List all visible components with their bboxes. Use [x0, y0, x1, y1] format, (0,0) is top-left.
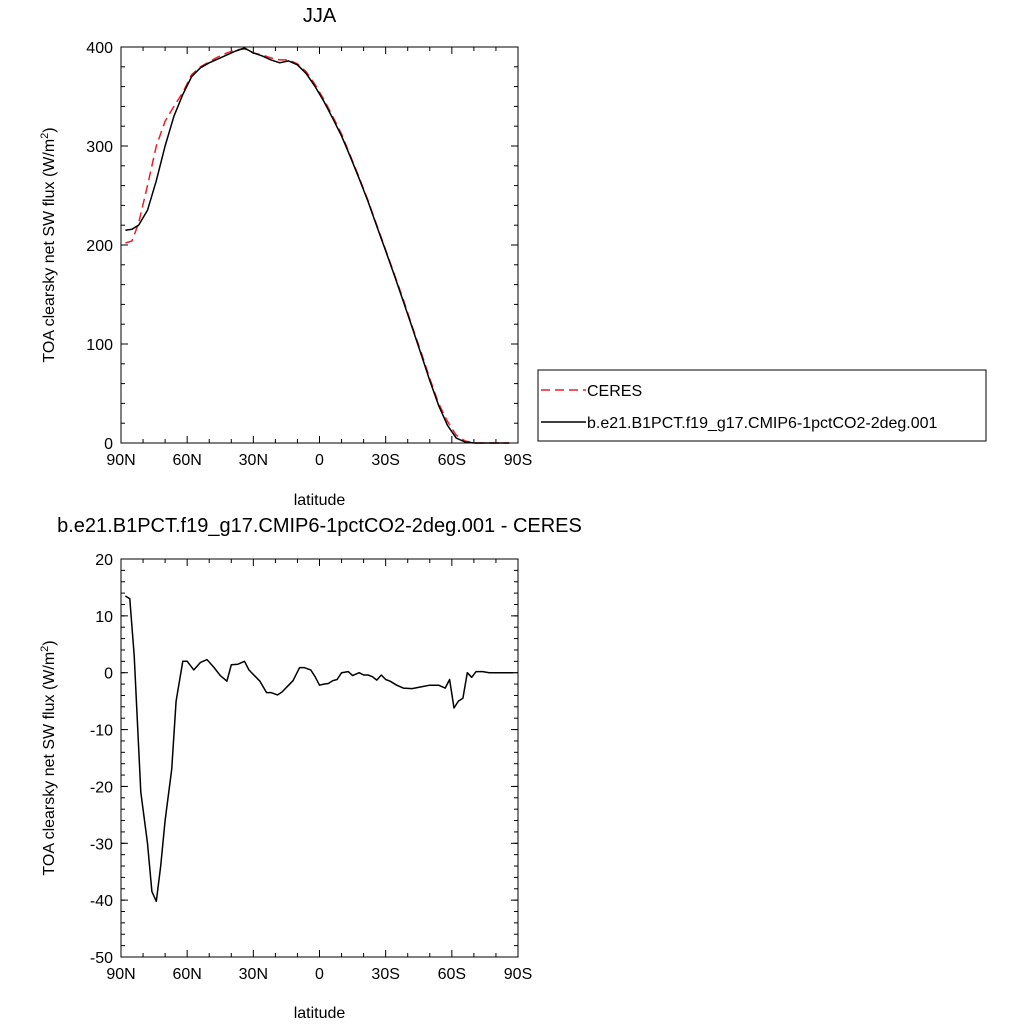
- y-axis-label-superscript: 2: [39, 646, 51, 652]
- x-tick-label: 90S: [504, 966, 532, 983]
- y-tick-label: -50: [90, 950, 113, 967]
- y-tick-label: 300: [86, 139, 113, 156]
- x-tick-label: 60N: [172, 452, 201, 469]
- x-tick-label: 60N: [172, 966, 201, 983]
- y-tick-label: 100: [86, 337, 113, 354]
- x-tick-label: 30N: [239, 966, 268, 983]
- legend-box: [537, 369, 987, 442]
- y-tick-label: 0: [104, 666, 113, 683]
- y-tick-label: 200: [86, 238, 113, 255]
- series-line-ceres: [125, 48, 510, 444]
- y-axis-label-text: TOA clearsky net SW flux (W/m: [41, 652, 58, 876]
- x-tick-label: 90S: [504, 452, 532, 469]
- y-tick-label: -20: [90, 779, 113, 796]
- legend-label: CERES: [587, 383, 642, 400]
- chart-title: b.e21.B1PCT.f19_g17.CMIP6-1pctCO2-2deg.0…: [57, 515, 582, 537]
- y-axis-label: TOA clearsky net SW flux (W/m2): [39, 127, 58, 362]
- y-tick-label: 10: [95, 609, 113, 626]
- plot-frame: [120, 46, 519, 444]
- x-tick-label: 30S: [371, 966, 399, 983]
- series-line-b-e21-b1pct-f19-g17-cmip6-1pct: [125, 47, 510, 444]
- y-axis-label-text: TOA clearsky net SW flux (W/m: [41, 139, 58, 363]
- x-axis-label: latitude: [294, 492, 346, 509]
- legend-label: b.e21.B1PCT.f19_g17.CMIP6-1pctCO2-2deg.0…: [587, 415, 938, 432]
- series-line-difference: [124, 595, 514, 903]
- x-tick-label: 0: [315, 452, 324, 469]
- legend: CERES b.e21.B1PCT.f19_g17.CMIP6-1pctCO2-2…: [537, 369, 987, 442]
- y-tick-label: -10: [90, 723, 113, 740]
- x-tick-label: 60S: [438, 966, 466, 983]
- y-tick-label: 20: [95, 552, 113, 569]
- x-tick-label: 0: [315, 966, 324, 983]
- x-tick-label: 30S: [371, 452, 399, 469]
- top-panel: JJA 90N 60N 30N 0 30S 60S 90S 0 100 200 300 400 latit…: [39, 5, 532, 509]
- x-tick-label: 90N: [106, 966, 135, 983]
- y-tick-label: 400: [86, 40, 113, 57]
- chart-title: JJA: [303, 5, 337, 27]
- y-axis-label-close: ): [41, 127, 58, 132]
- x-tick-label: 60S: [438, 452, 466, 469]
- bottom-panel: b.e21.B1PCT.f19_g17.CMIP6-1pctCO2-2deg.0…: [39, 515, 582, 1022]
- plot-frame: [120, 558, 519, 958]
- y-axis-label-close: ): [41, 640, 58, 645]
- x-tick-label: 30N: [239, 452, 268, 469]
- x-tick-label: 90N: [106, 452, 135, 469]
- y-axis-label: TOA clearsky net SW flux (W/m2): [39, 640, 58, 875]
- y-tick-label: -30: [90, 836, 113, 853]
- y-axis-label-superscript: 2: [39, 133, 51, 139]
- y-tick-label: -40: [90, 893, 113, 910]
- x-axis-label: latitude: [294, 1005, 346, 1022]
- y-tick-label: 0: [104, 436, 113, 453]
